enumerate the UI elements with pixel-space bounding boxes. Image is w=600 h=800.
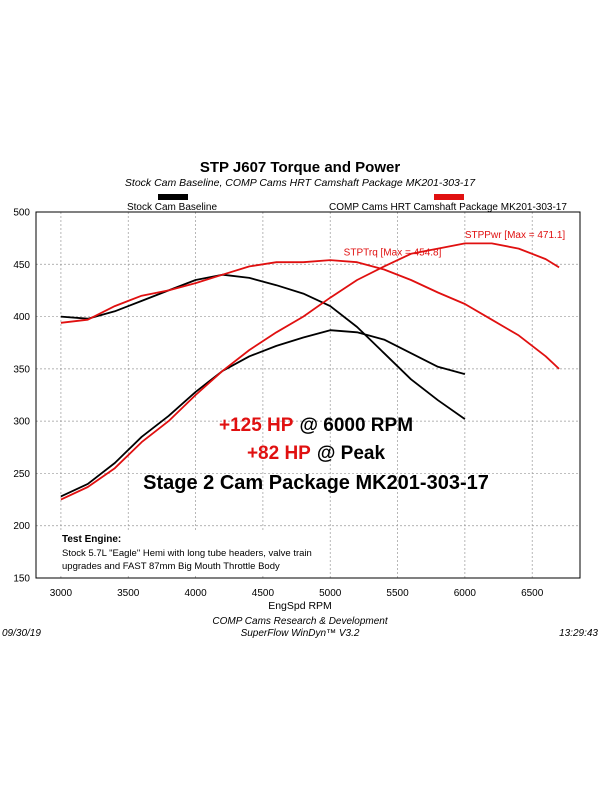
footer-date: 09/30/19 (2, 628, 41, 639)
callout-line: Stage 2 Cam Package MK201-303-17 (143, 472, 489, 494)
test-engine-box (58, 530, 320, 574)
test-engine-title: Test Engine: (62, 534, 121, 545)
power-line (60, 242, 560, 501)
footer-software: SuperFlow WinDyn™ V3.2 (241, 628, 360, 639)
x-tick-label: 3000 (50, 588, 73, 599)
legend-swatch (434, 194, 464, 200)
test-engine-line: Stock 5.7L "Eagle" Hemi with long tube h… (62, 548, 312, 559)
footer-time: 13:29:43 (559, 628, 598, 639)
y-tick-label: 500 (13, 208, 30, 219)
power-line (60, 329, 466, 498)
callout-line: +82 HP @ Peak (247, 443, 386, 464)
callout-line: +125 HP @ 6000 RPM (219, 415, 413, 436)
plot-area (36, 212, 580, 578)
y-tick-label: 150 (13, 574, 30, 585)
test-engine-line: upgrades and FAST 87mm Big Mouth Throttl… (62, 561, 280, 572)
y-tick-label: 400 (13, 312, 30, 323)
legend-label: Stock Cam Baseline (127, 202, 217, 213)
chart-title: STP J607 Torque and Power (200, 159, 401, 176)
x-tick-label: 5000 (319, 588, 342, 599)
chart-subtitle: Stock Cam Baseline, COMP Cams HRT Camsha… (125, 177, 476, 189)
legend-label: COMP Cams HRT Camshaft Package MK201-303… (329, 202, 567, 213)
x-tick-label: 4500 (252, 588, 275, 599)
legend-swatch (158, 194, 188, 200)
annotation: STPTrq [Max = 454.8] (344, 247, 442, 258)
torque-line (60, 273, 466, 420)
x-tick-label: 5500 (386, 588, 409, 599)
x-tick-label: 6500 (521, 588, 544, 599)
footer-lab: COMP Cams Research & Development (212, 616, 388, 627)
torque-line (60, 259, 560, 370)
y-tick-label: 250 (13, 469, 30, 480)
x-tick-label: 6000 (454, 588, 477, 599)
annotation: STPPwr [Max = 471.1] (465, 230, 566, 241)
y-tick-label: 300 (13, 417, 30, 428)
y-tick-label: 350 (13, 364, 30, 375)
y-tick-label: 200 (13, 521, 30, 532)
x-axis-label: EngSpd RPM (268, 600, 332, 612)
callout-part: +82 HP (247, 443, 311, 464)
callout-part: Stage 2 Cam Package MK201-303-17 (143, 472, 489, 494)
callout-part: +125 HP (219, 415, 294, 436)
callout-part: @ Peak (317, 443, 386, 464)
y-tick-label: 450 (13, 260, 30, 271)
x-tick-label: 3500 (117, 588, 140, 599)
plot-border (35, 211, 581, 579)
x-tick-label: 4000 (184, 588, 207, 599)
callout-part: @ 6000 RPM (299, 415, 413, 436)
